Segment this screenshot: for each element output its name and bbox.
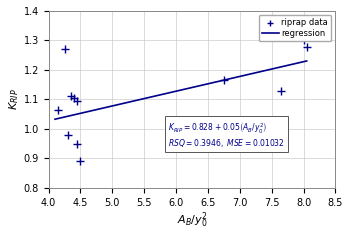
Point	[78, 159, 83, 163]
Point	[55, 108, 61, 112]
Point	[62, 47, 67, 51]
Point	[304, 45, 309, 49]
Point	[65, 133, 71, 137]
Text: $K_{RIP} = 0.828 + 0.05\left(A_B / y_0^2\right)$
$RSQ = 0.3946,\ MSE = 0.01032$: $K_{RIP} = 0.828 + 0.05\left(A_B / y_0^2…	[168, 120, 285, 149]
Point	[221, 78, 227, 82]
Point	[278, 89, 284, 92]
Point	[68, 95, 74, 98]
Point	[75, 142, 80, 146]
X-axis label: $A_B/y_0^2$: $A_B/y_0^2$	[177, 210, 208, 230]
Point	[71, 96, 77, 100]
Y-axis label: $K_{RIP}$: $K_{RIP}$	[7, 89, 21, 110]
Point	[301, 39, 306, 42]
Point	[75, 99, 80, 103]
Legend: riprap data, regression: riprap data, regression	[259, 15, 331, 41]
